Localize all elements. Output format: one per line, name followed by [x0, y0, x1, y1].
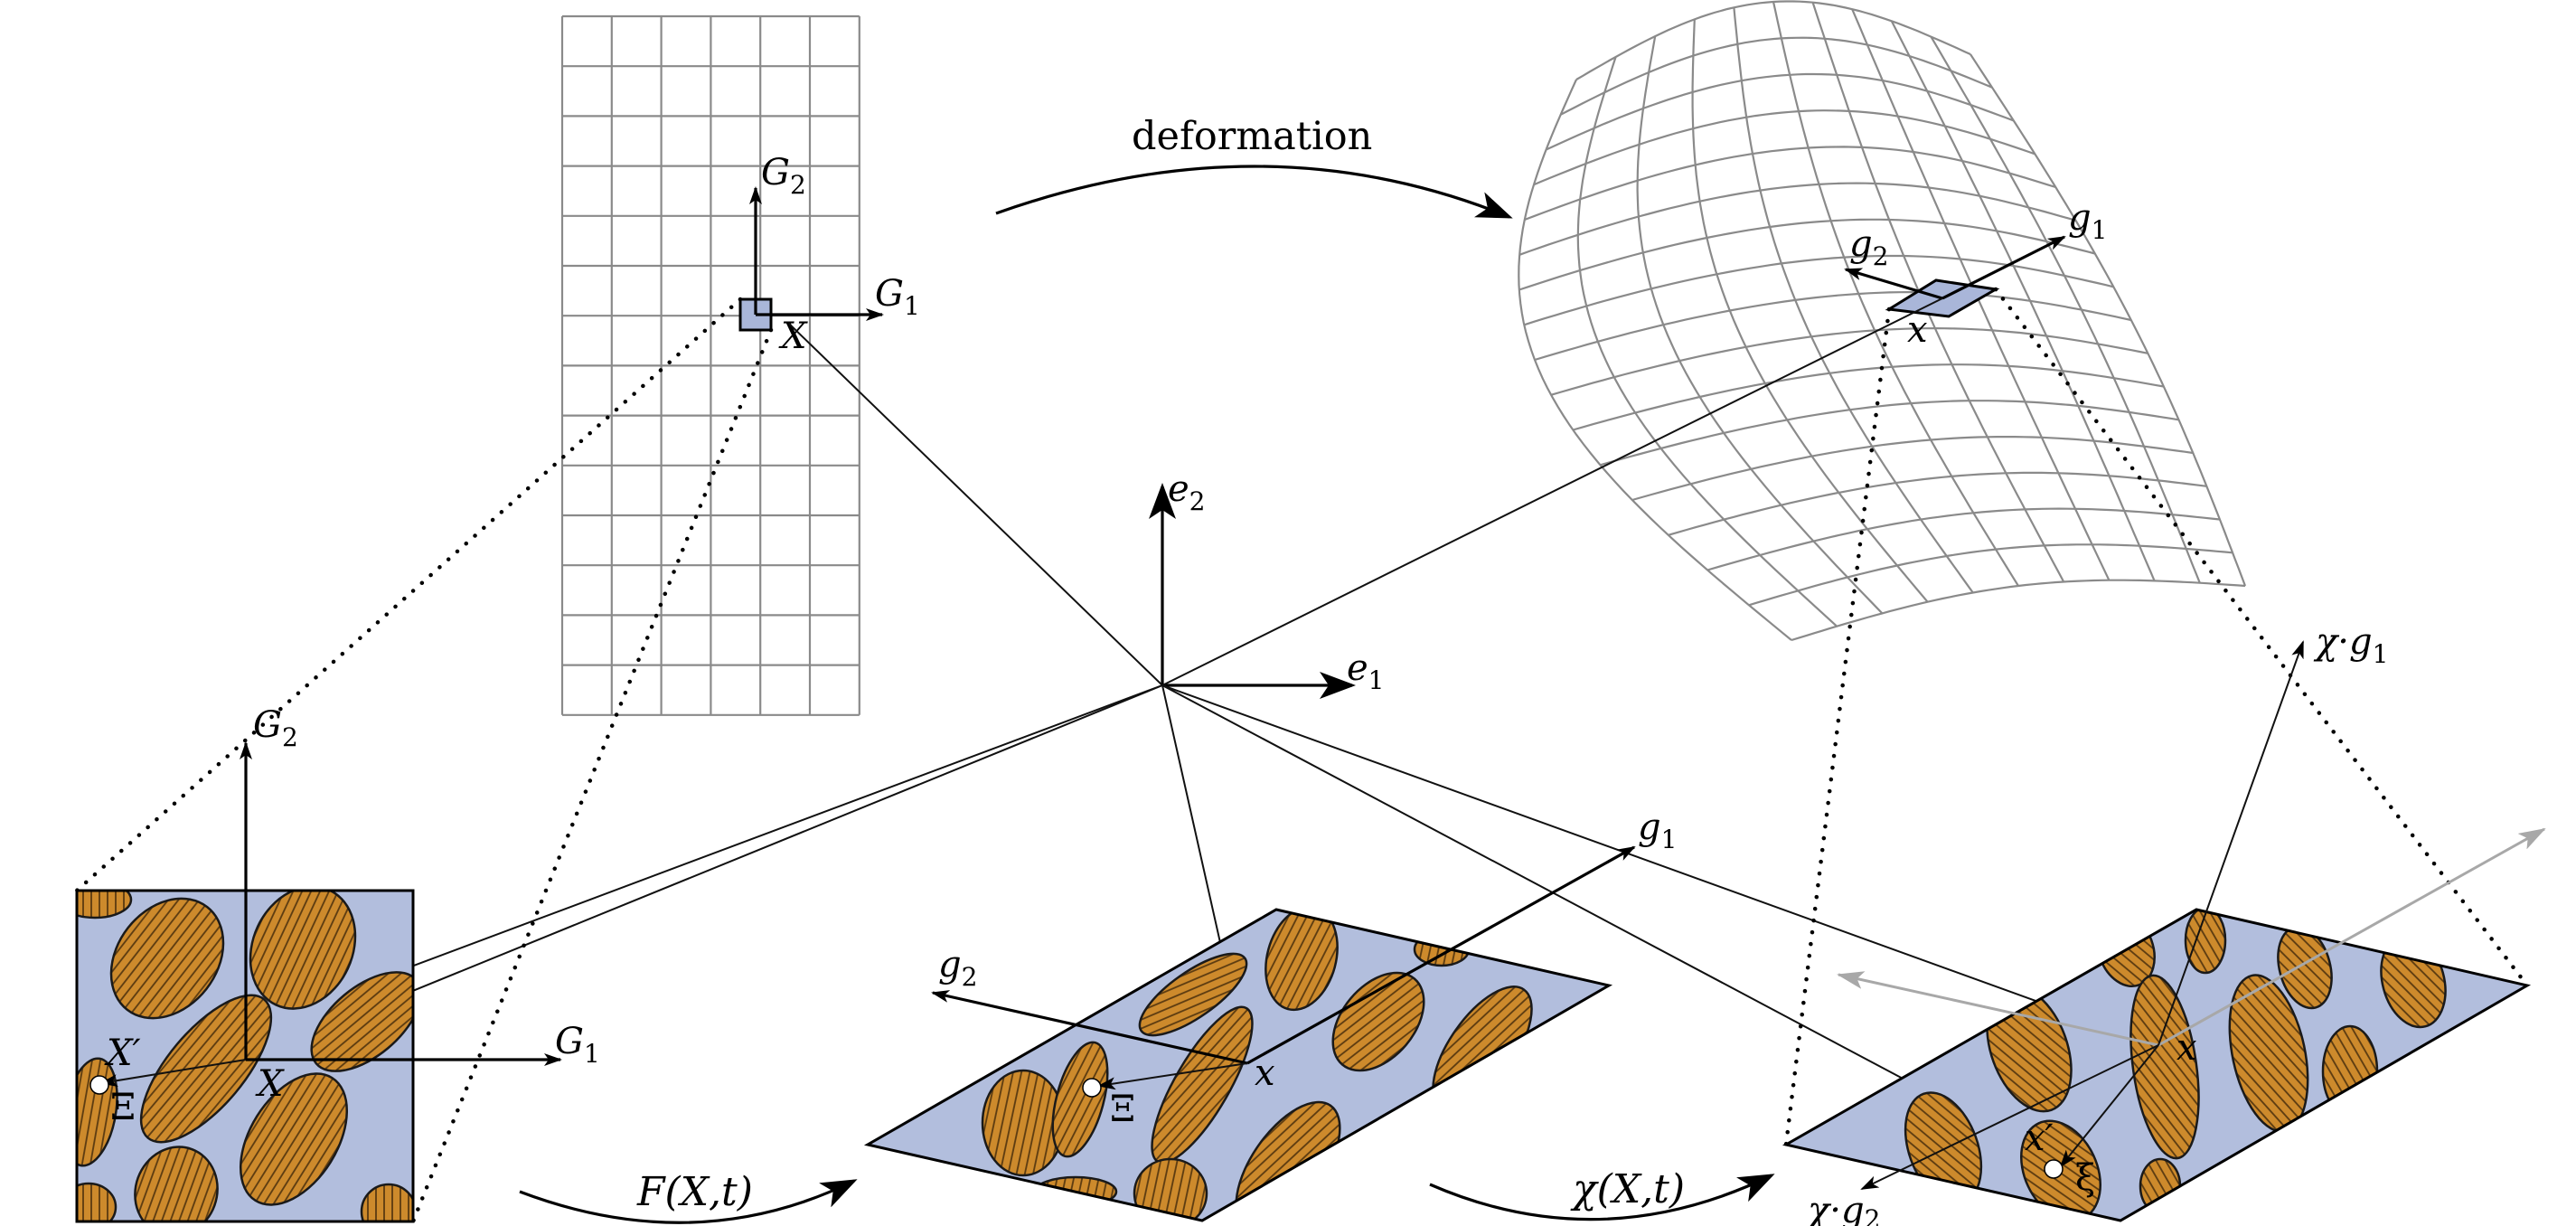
- zoom-lines: [74, 287, 2530, 1224]
- inclusions-middle: [981, 910, 1533, 1221]
- deformation-arrow: deformation: [995, 114, 1513, 219]
- label-x-middle: x: [1255, 1052, 1275, 1094]
- label-chi-map: χ(X,t): [1570, 1166, 1685, 1212]
- chi-map-arrow: χ(X,t): [1429, 1166, 1775, 1221]
- g1-vector-middle: [1246, 845, 1636, 1065]
- deformed-grid-line-v: [1523, 254, 2114, 326]
- deformed-grid-line-v: [1631, 436, 2194, 502]
- deformed-grid-line-v: [1546, 72, 2015, 151]
- deformed-grid-line-v: [1668, 471, 2207, 536]
- point-right: [2044, 1159, 2064, 1179]
- label-deformation: deformation: [1132, 114, 1372, 159]
- deformed-grid: g1 g2 x: [1518, 0, 2247, 642]
- label-xi-right: ξ: [2075, 1157, 2095, 1199]
- g2-vector-middle: [931, 990, 1248, 1065]
- deformed-grid-line-v: [1518, 182, 2076, 256]
- deformed-grid-line-v: [1550, 326, 2148, 396]
- label-X-prime-micro: X′: [104, 1033, 141, 1074]
- label-chi-g1: χ·g1: [2313, 621, 2388, 669]
- label-Xi-middle: Ξ: [1110, 1089, 1135, 1130]
- label-x-right: x: [2176, 1027, 2197, 1069]
- g2-grey-vector: [1837, 971, 2159, 1047]
- deformed-grid-line-v: [1575, 0, 1971, 80]
- label-chi-g2: χ·g2: [1805, 1190, 1880, 1226]
- label-G2-micro: G2: [253, 704, 298, 752]
- deformed-grid-line-v: [1534, 291, 2132, 362]
- label-Xi-micro: Ξ: [110, 1087, 136, 1128]
- label-x-deformed: x: [1907, 309, 1928, 351]
- point-X-prime: [89, 1075, 109, 1095]
- deformed-grid-line-v: [1533, 109, 2035, 186]
- deformed-grid-line-u: [1518, 79, 1792, 641]
- deformed-grid-line-v: [1600, 400, 2179, 467]
- label-x-prime-right: x′: [2025, 1118, 2054, 1159]
- deformed-grid-line-u: [1636, 35, 1884, 615]
- deformed-microstructure-chi: χ·g1 χ·g2 x x′ ξ: [1782, 621, 2546, 1226]
- chi-g1-vector: [2158, 640, 2304, 1046]
- g2-vector-deformed: [1844, 268, 1943, 300]
- deformed-microstructure-F: g1 g2 x Ξ: [863, 806, 1677, 1222]
- point-mid: [1082, 1078, 1102, 1098]
- reference-grid: G2 G1 X: [560, 14, 920, 716]
- deformed-grid-line-v: [1748, 543, 2233, 607]
- global-basis: e2 e1: [1149, 468, 1385, 699]
- deformed-grid-line-u: [1970, 53, 2247, 587]
- deformed-grid-line-v: [1791, 579, 2246, 642]
- label-g1-middle: g1: [1638, 806, 1677, 854]
- label-g2-deformed: g2: [1849, 223, 1888, 271]
- chi-g2-vector: [1860, 1044, 2159, 1190]
- label-g1-deformed: g1: [2068, 197, 2107, 245]
- label-X-grid: X: [778, 316, 808, 357]
- label-G2-grid: G2: [761, 152, 806, 200]
- deformed-grid-line-v: [1518, 218, 2096, 291]
- label-G1-micro: G1: [555, 1021, 600, 1069]
- deformed-grid-line-v: [1706, 507, 2221, 571]
- label-g2-middle: g2: [938, 944, 977, 992]
- deformed-grid-line-u: [1930, 36, 2201, 584]
- deformed-grid-line-v: [1572, 363, 2164, 431]
- deformed-grid-line-u: [1576, 56, 1838, 627]
- label-X-micro: X: [255, 1063, 285, 1105]
- label-e2: e2: [1168, 468, 1206, 516]
- label-F-map: F(X,t): [636, 1169, 753, 1215]
- g1-grey-vector: [2158, 827, 2546, 1047]
- deformed-grid-line-v: [1560, 36, 1993, 116]
- label-G1-grid: G1: [875, 273, 920, 321]
- label-e1: e1: [1347, 647, 1385, 695]
- reference-microstructure: G2 G1 X′ X Ξ: [75, 704, 600, 1223]
- F-map-arrow: F(X,t): [519, 1169, 858, 1224]
- g1-vector-deformed: [1941, 235, 2066, 300]
- deformed-grid-line-v: [1524, 146, 2056, 222]
